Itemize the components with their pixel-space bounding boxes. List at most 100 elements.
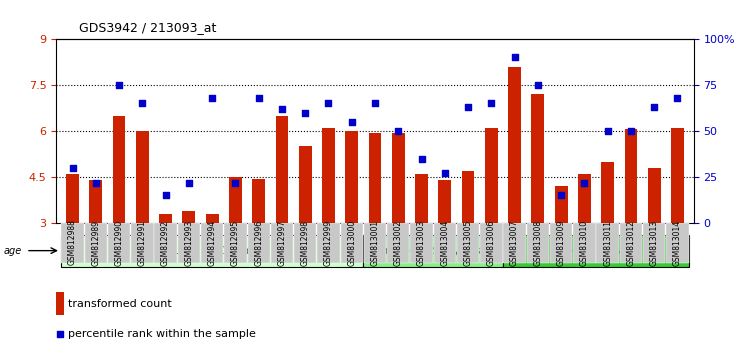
Text: GSM812991: GSM812991 xyxy=(138,219,147,266)
Text: GSM813003: GSM813003 xyxy=(417,219,426,266)
Bar xyxy=(602,162,614,223)
Point xyxy=(136,101,148,106)
FancyBboxPatch shape xyxy=(201,223,223,263)
FancyBboxPatch shape xyxy=(85,223,107,263)
Point xyxy=(90,180,102,185)
Point xyxy=(113,82,125,88)
Point xyxy=(439,171,451,176)
Text: middle (42-61 years): middle (42-61 years) xyxy=(382,246,484,256)
Bar xyxy=(503,235,689,267)
Point xyxy=(183,180,195,185)
FancyBboxPatch shape xyxy=(340,223,363,263)
Bar xyxy=(509,67,521,223)
Point xyxy=(509,55,520,60)
Point xyxy=(253,95,265,101)
Point xyxy=(67,165,79,171)
Bar xyxy=(345,131,358,223)
Text: GSM812994: GSM812994 xyxy=(208,219,217,266)
Bar xyxy=(671,128,684,223)
Bar xyxy=(578,174,591,223)
Point xyxy=(602,128,613,134)
Bar xyxy=(363,235,503,267)
Text: GSM813010: GSM813010 xyxy=(580,219,589,266)
Bar xyxy=(298,146,311,223)
Text: GSM813013: GSM813013 xyxy=(650,219,658,266)
FancyBboxPatch shape xyxy=(131,223,154,263)
Point xyxy=(404,136,416,141)
FancyBboxPatch shape xyxy=(294,223,316,263)
Point xyxy=(346,119,358,125)
Text: GSM813012: GSM813012 xyxy=(626,219,635,266)
Text: GSM812997: GSM812997 xyxy=(278,219,286,266)
Text: GDS3942 / 213093_at: GDS3942 / 213093_at xyxy=(79,21,216,34)
Bar xyxy=(392,132,405,223)
FancyBboxPatch shape xyxy=(154,223,177,263)
Bar xyxy=(368,132,382,223)
Text: GSM813005: GSM813005 xyxy=(464,219,472,266)
Text: old (65-84 years): old (65-84 years) xyxy=(554,246,638,256)
Text: percentile rank within the sample: percentile rank within the sample xyxy=(68,329,256,339)
Bar xyxy=(182,211,195,223)
FancyBboxPatch shape xyxy=(620,223,642,263)
Point xyxy=(299,110,311,115)
Text: GSM812998: GSM812998 xyxy=(301,219,310,266)
Text: GSM812990: GSM812990 xyxy=(115,219,124,266)
Bar xyxy=(275,116,288,223)
FancyBboxPatch shape xyxy=(317,223,340,263)
Text: GSM812993: GSM812993 xyxy=(184,219,194,266)
Point xyxy=(392,128,404,134)
Bar xyxy=(56,292,64,315)
Text: GSM813004: GSM813004 xyxy=(440,219,449,266)
Bar xyxy=(61,235,363,267)
Point xyxy=(276,106,288,112)
Text: GSM812996: GSM812996 xyxy=(254,219,263,266)
Text: GSM813001: GSM813001 xyxy=(370,219,380,266)
FancyBboxPatch shape xyxy=(526,223,549,263)
Bar xyxy=(555,186,568,223)
Point xyxy=(230,180,242,185)
Text: GSM813011: GSM813011 xyxy=(603,219,612,266)
Bar xyxy=(485,128,498,223)
FancyBboxPatch shape xyxy=(643,223,665,263)
Point xyxy=(322,101,334,106)
Point xyxy=(532,82,544,88)
FancyBboxPatch shape xyxy=(433,223,456,263)
Bar xyxy=(206,214,218,223)
Text: GSM813008: GSM813008 xyxy=(533,219,542,266)
Point xyxy=(160,193,172,198)
Text: GSM813007: GSM813007 xyxy=(510,219,519,266)
Text: GSM813014: GSM813014 xyxy=(673,219,682,266)
Bar xyxy=(648,168,661,223)
Text: GSM812995: GSM812995 xyxy=(231,219,240,266)
FancyBboxPatch shape xyxy=(666,223,688,263)
Text: GSM813002: GSM813002 xyxy=(394,219,403,266)
Bar xyxy=(252,178,265,223)
Point xyxy=(648,104,660,110)
FancyBboxPatch shape xyxy=(248,223,270,263)
Point xyxy=(369,101,381,106)
Text: young (19-31 years): young (19-31 years) xyxy=(163,246,262,256)
FancyBboxPatch shape xyxy=(573,223,596,263)
FancyBboxPatch shape xyxy=(108,223,130,263)
Point xyxy=(206,95,218,101)
Point xyxy=(671,95,683,101)
Text: GSM813006: GSM813006 xyxy=(487,219,496,266)
Text: age: age xyxy=(3,246,21,256)
Text: GSM812992: GSM812992 xyxy=(161,219,170,266)
FancyBboxPatch shape xyxy=(387,223,410,263)
Bar xyxy=(136,131,148,223)
Bar xyxy=(112,116,125,223)
Bar xyxy=(625,130,638,223)
FancyBboxPatch shape xyxy=(480,223,502,263)
Bar xyxy=(322,128,334,223)
FancyBboxPatch shape xyxy=(62,223,84,263)
Bar xyxy=(229,177,242,223)
Text: GSM812999: GSM812999 xyxy=(324,219,333,266)
FancyBboxPatch shape xyxy=(457,223,479,263)
Text: GSM812988: GSM812988 xyxy=(68,219,77,266)
Bar xyxy=(89,180,102,223)
Point xyxy=(625,128,637,134)
Bar xyxy=(66,174,79,223)
Point xyxy=(416,156,428,161)
FancyBboxPatch shape xyxy=(224,223,247,263)
